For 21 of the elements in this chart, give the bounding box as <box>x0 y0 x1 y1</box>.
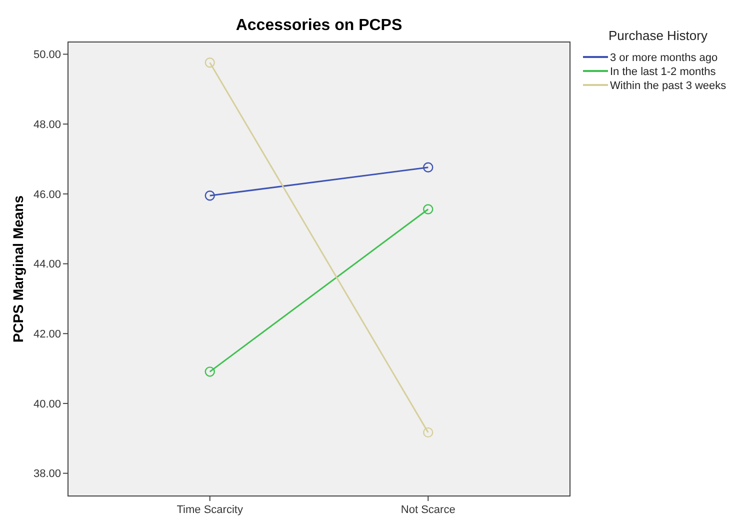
x-tick-label: Not Scarce <box>400 504 456 516</box>
x-tick-label: Time Scarcity <box>176 504 244 516</box>
point <box>204 58 215 68</box>
legend-label: Within the past 3 weeks <box>610 80 727 92</box>
y-tick-label: 46.00 <box>33 188 61 201</box>
y-tick-label: 38.00 <box>33 468 61 480</box>
y-tick-label: 44.00 <box>33 258 61 271</box>
y-tick-label: 42.00 <box>33 328 61 340</box>
point <box>423 162 434 172</box>
y-tick-label: 48.00 <box>33 118 61 131</box>
y-tick-label: 40.00 <box>33 398 61 410</box>
point <box>204 366 215 377</box>
legend-label: In the last 1-2 months <box>610 66 716 78</box>
point <box>204 190 215 201</box>
y-tick-label: 50.00 <box>33 49 61 62</box>
legend-title: Purchase History <box>608 28 708 43</box>
y-axis-title: PCPS Marginal Means <box>10 195 26 343</box>
chart-title: Accessories on PCPS <box>236 17 402 34</box>
point <box>423 427 434 438</box>
legend-label: 3 or more months ago <box>610 52 718 64</box>
point <box>423 204 434 214</box>
